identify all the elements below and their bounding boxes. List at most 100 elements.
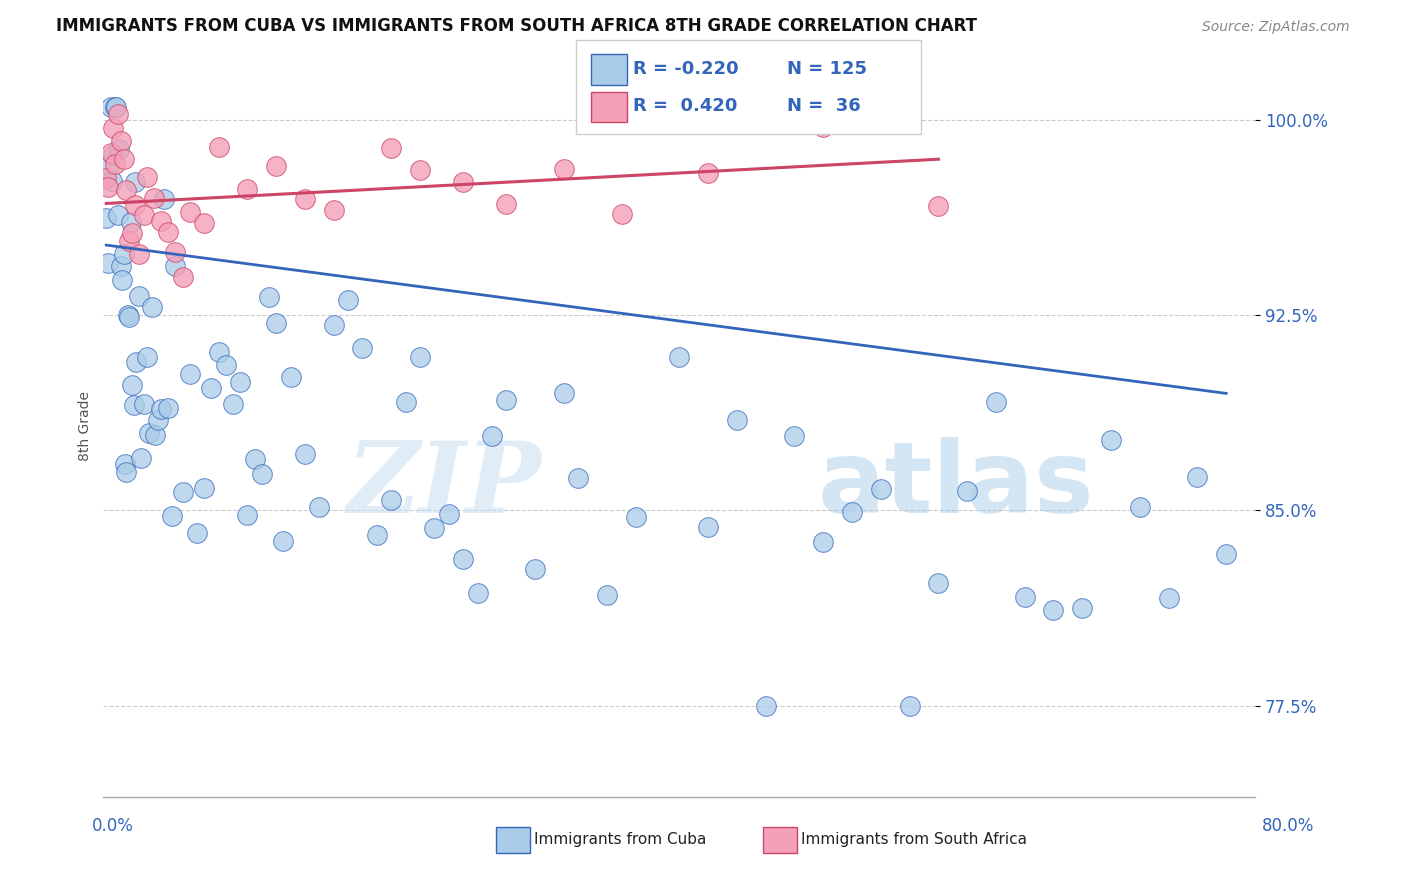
Point xyxy=(754,698,776,713)
Point xyxy=(124,198,146,212)
Point xyxy=(927,575,949,590)
Point xyxy=(610,207,633,221)
Point xyxy=(395,395,418,409)
Point xyxy=(596,588,619,602)
Point xyxy=(107,208,129,222)
Point xyxy=(118,310,141,324)
Point xyxy=(236,508,259,522)
Point xyxy=(112,152,135,166)
Point xyxy=(841,505,863,519)
Text: Source: ZipAtlas.com: Source: ZipAtlas.com xyxy=(1202,21,1350,34)
Point xyxy=(243,452,266,467)
Point xyxy=(1129,500,1152,514)
Point xyxy=(103,147,125,161)
Point xyxy=(927,199,949,213)
Point xyxy=(366,528,388,542)
Point xyxy=(118,234,141,248)
Point xyxy=(157,225,180,239)
Point xyxy=(567,470,589,484)
Y-axis label: 8th Grade: 8th Grade xyxy=(79,391,93,461)
Point xyxy=(193,481,215,495)
Point xyxy=(811,120,834,134)
Point xyxy=(869,482,891,496)
Point xyxy=(97,256,120,270)
Point xyxy=(322,202,344,217)
Point xyxy=(162,508,184,523)
Point xyxy=(409,162,432,177)
Point xyxy=(264,159,287,173)
Point xyxy=(135,169,157,184)
Point xyxy=(352,341,374,355)
Point xyxy=(1071,601,1094,615)
Point xyxy=(165,244,187,259)
Point xyxy=(100,100,122,114)
Point xyxy=(264,316,287,330)
Point xyxy=(257,290,280,304)
Text: N =  36: N = 36 xyxy=(787,97,860,115)
Point xyxy=(495,392,517,407)
Point xyxy=(112,247,135,261)
Point xyxy=(96,171,118,186)
Point xyxy=(141,300,163,314)
Point xyxy=(121,378,143,392)
Text: R = -0.220: R = -0.220 xyxy=(633,60,738,78)
Point xyxy=(207,345,229,359)
Point xyxy=(110,260,132,274)
Point xyxy=(984,395,1007,409)
Point xyxy=(308,500,330,514)
Text: 0.0%: 0.0% xyxy=(91,817,134,835)
Point xyxy=(128,247,150,261)
Point xyxy=(104,156,127,170)
Point xyxy=(294,448,316,462)
Point xyxy=(132,397,155,411)
Point xyxy=(1099,433,1122,447)
Point xyxy=(179,368,201,382)
Point xyxy=(111,273,134,287)
Point xyxy=(138,426,160,441)
Point xyxy=(956,483,979,498)
Point xyxy=(668,351,690,365)
Point xyxy=(142,191,165,205)
Text: Immigrants from Cuba: Immigrants from Cuba xyxy=(534,832,707,847)
Point xyxy=(153,192,176,206)
Point xyxy=(96,211,118,225)
Point xyxy=(215,358,238,372)
Point xyxy=(115,183,138,197)
Point xyxy=(229,375,252,389)
Point xyxy=(125,355,148,369)
Point xyxy=(146,413,169,427)
Point xyxy=(423,521,446,535)
Point xyxy=(322,318,344,332)
Point xyxy=(273,533,295,548)
Point xyxy=(104,100,127,114)
Point xyxy=(250,467,273,482)
Point xyxy=(157,401,180,415)
Point xyxy=(481,429,503,443)
Text: atlas: atlas xyxy=(817,437,1094,533)
Text: R =  0.420: R = 0.420 xyxy=(633,97,737,115)
Point xyxy=(524,562,547,576)
Point xyxy=(110,134,132,148)
Point xyxy=(114,457,136,471)
Point xyxy=(553,162,575,177)
Point xyxy=(172,270,194,285)
Point xyxy=(1042,603,1064,617)
Point xyxy=(108,142,131,156)
Point xyxy=(783,428,806,442)
Point xyxy=(143,428,166,442)
Point xyxy=(725,413,748,427)
Point xyxy=(117,308,139,322)
Point xyxy=(697,520,720,534)
Text: ZIP: ZIP xyxy=(346,437,541,533)
Point xyxy=(172,484,194,499)
Point xyxy=(380,492,402,507)
Point xyxy=(165,260,187,274)
Point xyxy=(101,173,124,187)
Point xyxy=(697,166,720,180)
Point xyxy=(149,402,172,417)
Point xyxy=(97,179,120,194)
Point xyxy=(553,386,575,401)
Point xyxy=(129,451,152,466)
Point xyxy=(179,204,201,219)
Point xyxy=(200,382,222,396)
